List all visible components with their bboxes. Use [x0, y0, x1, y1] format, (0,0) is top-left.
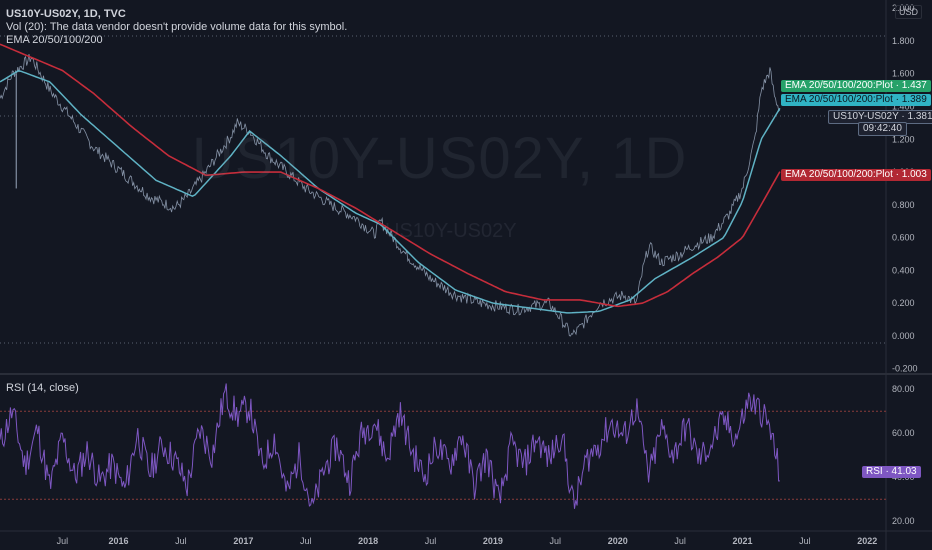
time-tick-label: Jul	[799, 536, 811, 546]
ema-teal-tag: EMA 20/50/100/200:Plot · 1.389	[781, 94, 931, 106]
time-tick-label: Jul	[425, 536, 437, 546]
symbol-watermark: US10Y-US02Y, 1D	[192, 126, 688, 191]
time-tick-label: 2020	[608, 536, 628, 546]
price-tick-label: 1.800	[892, 36, 915, 46]
time-tick-label: 2018	[358, 536, 378, 546]
rsi-tick-label: 80.00	[892, 384, 915, 394]
time-tick-label: 2022	[857, 536, 877, 546]
rsi-line	[0, 383, 780, 509]
rsi-plot[interactable]	[0, 383, 886, 509]
price-tick-label: 0.400	[892, 265, 915, 275]
price-tick-label: -0.200	[892, 364, 918, 374]
currency-button[interactable]: USD	[894, 5, 922, 19]
time-tick-label: Jul	[550, 536, 562, 546]
time-tick-label: 2017	[233, 536, 253, 546]
price-tick-label: 1.200	[892, 134, 915, 144]
price-tick-label: 1.600	[892, 69, 915, 79]
symbol-legend[interactable]: US10Y-US02Y, 1D, TVC	[6, 8, 126, 21]
price-tick-label: 0.600	[892, 233, 915, 243]
symbol-watermark-sub: US10Y-US02Y	[385, 220, 517, 242]
ema-green-tag: EMA 20/50/100/200:Plot · 1.437	[781, 80, 931, 92]
time-tick-label: Jul	[674, 536, 686, 546]
symbol-title: US10Y-US02Y, 1D, TVC	[6, 8, 126, 20]
price-tick-label: 0.200	[892, 298, 915, 308]
ema-legend[interactable]: EMA 20/50/100/200	[6, 34, 103, 46]
rsi-value-tag: RSI · 41.03	[862, 466, 921, 478]
time-axis[interactable]: Jul 2016 Jul 2017 Jul 2018 Jul 2019 Jul 2020 Jul 20…	[57, 536, 878, 546]
ema-red-tag: EMA 20/50/100/200:Plot · 1.003	[781, 169, 931, 181]
time-tick-label: Jul	[175, 536, 187, 546]
rsi-tick-label: 20.00	[892, 516, 915, 526]
ema-slow-line	[0, 43, 781, 308]
price-plot[interactable]	[0, 43, 781, 337]
rsi-tick-label: 60.00	[892, 428, 915, 438]
ema-fast-line	[0, 70, 781, 314]
rsi-legend[interactable]: RSI (14, close)	[6, 382, 79, 394]
price-axis[interactable]: 2.0001.8001.6001.4001.2001.0000.8000.600…	[892, 3, 918, 374]
price-tick-label: 0.800	[892, 200, 915, 210]
time-tick-label: Jul	[57, 536, 69, 546]
price-tick-label: 1.400	[892, 102, 915, 112]
countdown-tag: 09:42:40	[858, 122, 907, 136]
time-tick-label: 2021	[732, 536, 752, 546]
price-tick-label: 2.000	[892, 3, 915, 13]
price-tick-label: 0.000	[892, 331, 915, 341]
volume-legend[interactable]: Vol (20): The data vendor doesn't provid…	[6, 21, 348, 33]
time-tick-label: 2016	[109, 536, 129, 546]
price-series-line	[0, 54, 781, 337]
time-tick-label: Jul	[300, 536, 312, 546]
time-tick-label: 2019	[483, 536, 503, 546]
